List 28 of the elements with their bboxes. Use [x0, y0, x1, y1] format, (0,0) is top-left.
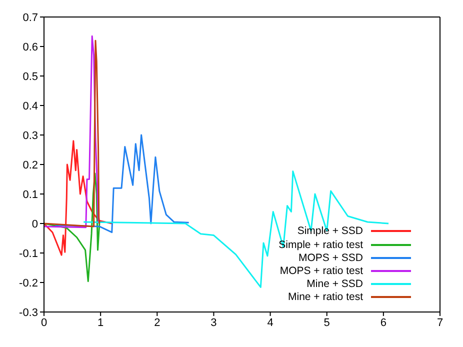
y-tick-label: 0: [32, 218, 38, 230]
line-series: [44, 172, 100, 282]
y-tick-label: 0.3: [22, 130, 38, 142]
legend-label: Mine + ratio test: [288, 291, 363, 304]
x-tick-label: 4: [267, 316, 274, 329]
y-tick-label: -0.3: [19, 306, 38, 319]
x-tick-label: 5: [324, 316, 330, 329]
legend-label: MOPS + SSD: [298, 252, 363, 264]
x-tick-label: 7: [436, 316, 444, 329]
y-tick-label: 0.7: [22, 12, 38, 24]
legend-label: MOPS + ratio test: [280, 265, 363, 278]
y-tick-label: 0.6: [22, 41, 38, 54]
legend-label: Simple + SSD: [297, 225, 363, 238]
x-tick-label: 6: [380, 316, 386, 329]
y-tick-label: -0.2: [19, 277, 38, 290]
y-tick-label: 0.5: [22, 70, 38, 83]
line-series: [54, 134, 190, 234]
x-tick-label: 3: [210, 316, 217, 329]
y-tick-label: 0.4: [22, 100, 38, 112]
y-tick-label: 0.1: [22, 188, 38, 201]
legend-label: Mine + SSD: [306, 278, 363, 290]
x-tick-label: 1: [98, 316, 104, 329]
x-tick-label: 2: [154, 316, 160, 329]
y-tick-label: -0.1: [19, 248, 38, 260]
x-tick-label: 0: [40, 316, 48, 329]
y-tick-label: 0.2: [22, 159, 38, 172]
line-series: [44, 140, 113, 256]
line-series: [82, 170, 390, 288]
